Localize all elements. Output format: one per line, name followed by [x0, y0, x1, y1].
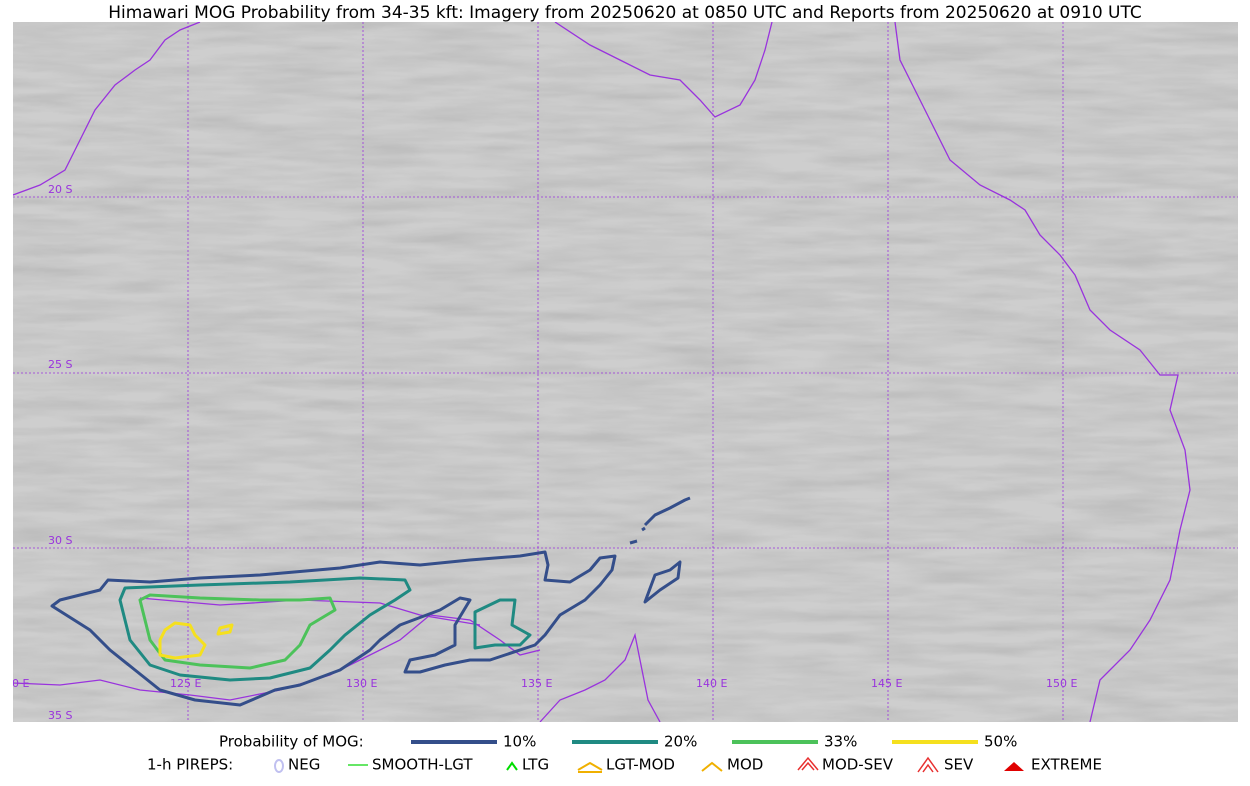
grid-labels: 20 S 25 S 30 S 35 S 120 E 125 E 130 E 135 E 140 … — [0, 183, 1077, 722]
title: Himawari MOG Probability from 34-35 kft:… — [108, 3, 1142, 23]
contour-20 — [118, 576, 532, 682]
graticule — [13, 22, 1238, 722]
contours — [50, 496, 691, 707]
legend-label: EXTREME — [1031, 756, 1102, 774]
legend-title: 1-h PIREPS: — [147, 756, 233, 774]
pirep-symbol — [797, 756, 819, 771]
legend-label: 50% — [984, 733, 1017, 751]
pirep-icon — [917, 756, 939, 773]
coastline — [139, 597, 481, 626]
pirep-symbol — [274, 759, 284, 773]
pirep-symbol — [917, 756, 939, 773]
lon-label: 140 E — [696, 677, 727, 690]
pirep-icon — [274, 759, 284, 773]
legend-label: 10% — [503, 733, 536, 751]
legend-label: NEG — [288, 756, 320, 774]
legend-label: LTG — [522, 756, 549, 774]
imagery-texture — [13, 22, 1238, 722]
pirep-symbol — [1004, 762, 1024, 771]
coastline — [13, 22, 201, 196]
lon-label: 120 E — [0, 677, 29, 690]
pirep-icon — [797, 756, 819, 771]
coastline — [894, 22, 1191, 722]
contour-10 — [629, 496, 691, 604]
lon-label: 135 E — [521, 677, 552, 690]
legend-label: MOD-SEV — [822, 756, 894, 774]
lat-label: 35 S — [48, 709, 72, 722]
pirep-icon — [577, 761, 603, 773]
lat-label: 20 S — [48, 183, 72, 196]
legend-label: MOD — [727, 756, 763, 774]
pirep-symbol — [701, 761, 723, 772]
legend-label: SEV — [944, 756, 974, 774]
legend-label: LGT-MOD — [606, 756, 675, 774]
lon-label: 130 E — [346, 677, 377, 690]
lat-label: 25 S — [48, 358, 72, 371]
map: 20 S 25 S 30 S 35 S 120 E 125 E 130 E 135 E 140 … — [0, 22, 1238, 722]
lon-label: 125 E — [170, 677, 201, 690]
pirep-icon — [1004, 762, 1024, 771]
lon-label: 150 E — [1046, 677, 1077, 690]
lat-label: 30 S — [48, 534, 72, 547]
pirep-icon — [506, 761, 518, 771]
lon-label: 145 E — [871, 677, 902, 690]
coastline — [539, 632, 661, 722]
pirep-icon — [701, 761, 723, 772]
legend-label: 20% — [664, 733, 697, 751]
pirep-symbol — [577, 761, 603, 773]
legend: Probability of MOG: 1-h PIREPS: 10% 20% 33… — [147, 733, 1102, 774]
legend-label: SMOOTH-LGT — [372, 756, 473, 774]
legend-title: Probability of MOG: — [219, 733, 364, 751]
contour-10 — [50, 550, 617, 707]
contour-50 — [158, 621, 234, 660]
contour-33 — [138, 593, 337, 670]
legend-label: 33% — [824, 733, 857, 751]
coastline — [554, 22, 773, 118]
pirep-symbol — [506, 761, 518, 771]
